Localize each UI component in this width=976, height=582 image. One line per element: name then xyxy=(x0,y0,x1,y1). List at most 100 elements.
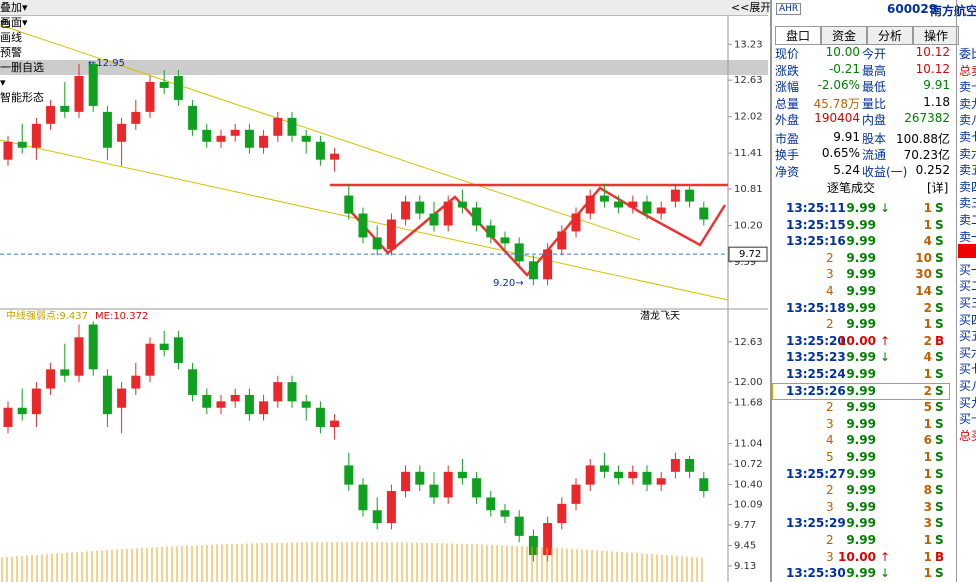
candle-body xyxy=(287,117,297,136)
indicator-label: 中线强弱点:9.437 xyxy=(6,309,88,322)
book-label: 总买 xyxy=(959,428,976,443)
trade-price: 9.99 xyxy=(846,234,876,249)
tab[interactable]: 盘口 xyxy=(775,26,821,45)
candle-body xyxy=(401,201,411,220)
candle-body xyxy=(131,375,141,389)
quote-value: 10.12 xyxy=(915,45,950,59)
quote-label: 换手 xyxy=(775,148,800,162)
candle-body xyxy=(557,231,567,250)
candle-body xyxy=(670,459,680,472)
trade-side: S xyxy=(935,250,944,265)
book-label: 卖六 xyxy=(959,146,976,161)
candle-body xyxy=(429,484,439,498)
quote-value: 0.252 xyxy=(915,162,950,177)
book-label: 卖七 xyxy=(959,130,976,144)
candle-body xyxy=(88,64,98,106)
candle-body xyxy=(571,213,581,232)
book-divider xyxy=(956,0,957,582)
candle-body xyxy=(543,249,553,280)
trade-price: 9.99 xyxy=(846,300,876,315)
trade-price: 9.99 xyxy=(846,250,876,265)
trade-volume: 4 xyxy=(923,350,932,365)
trade-price: 9.99 xyxy=(846,383,876,398)
candle-body xyxy=(685,459,695,472)
trade-time: 2 xyxy=(826,250,834,265)
candle-body xyxy=(188,369,198,395)
toolbar-item[interactable]: 叠加▾ xyxy=(0,1,28,14)
stock-code: 600029 xyxy=(887,2,938,16)
book-label: 买一 xyxy=(959,262,976,277)
candle-body xyxy=(17,407,27,415)
candle-body xyxy=(472,478,482,498)
candle-body xyxy=(628,471,638,479)
candle-body xyxy=(259,401,269,415)
toolbar-item[interactable]: 一删自选 xyxy=(0,60,768,75)
tab[interactable]: 分析 xyxy=(867,26,913,45)
candle-body xyxy=(188,105,198,130)
candle-body xyxy=(401,471,411,492)
trade-volume: 2 xyxy=(923,383,932,398)
quote-label: 收益(一) xyxy=(862,164,908,179)
quote-panel: AHR 600029 南方航空 盘口 资金 分析 操作 现价 10.00 今开 10.12 涨跌 -0.… xyxy=(770,0,976,582)
quote-label: 现价 xyxy=(775,47,800,61)
y-tick-label: 10.72 xyxy=(734,459,763,470)
quote-value: -0.21 xyxy=(828,61,860,76)
trade-side: S xyxy=(935,533,944,547)
quote-label: 外盘 xyxy=(775,113,800,127)
y-tick-label: 10.09 xyxy=(734,499,763,510)
book-label: 卖四 xyxy=(959,179,976,194)
toolbar-item[interactable]: 画面▾ xyxy=(0,16,28,29)
candle-body xyxy=(429,213,439,226)
toolbar-item[interactable]: 智能形态 xyxy=(0,91,44,104)
candle-body xyxy=(60,105,70,112)
trade-side: S xyxy=(935,516,944,531)
candle-body xyxy=(486,225,496,238)
quote-label: 最高 xyxy=(862,63,887,78)
toolbar-item[interactable]: 预警 xyxy=(0,46,22,59)
book-label: 买三 xyxy=(959,296,976,310)
trade-price: 9.99 xyxy=(846,267,876,282)
tab[interactable]: 资金 xyxy=(821,26,867,45)
trade-volume: 1 xyxy=(923,466,932,481)
trade-volume: 1 xyxy=(923,450,932,464)
candle-body xyxy=(344,195,354,214)
candle-body xyxy=(3,141,13,160)
trade-time: 13:25:18 xyxy=(786,300,846,315)
trade-side: S xyxy=(935,217,944,232)
trade-time: 13:25:30 xyxy=(786,566,846,581)
toolbar-item[interactable]: 画线 xyxy=(0,31,22,44)
toolbar-item[interactable]: ▾ xyxy=(0,76,6,89)
trades-title: 逐笔成交 xyxy=(827,181,876,195)
y-tick-label: 13.23 xyxy=(734,39,763,50)
y-tick-label: 12.63 xyxy=(734,337,763,348)
tab[interactable]: 操作 xyxy=(913,26,959,45)
candle-body xyxy=(557,503,567,524)
candle-body xyxy=(3,407,13,427)
trade-time: 5 xyxy=(826,450,834,464)
book-label: 买七 xyxy=(959,362,976,377)
y-tick-label: 12.00 xyxy=(734,377,763,388)
book-label: 卖九 xyxy=(959,96,976,111)
quote-value: 0.65% xyxy=(821,146,860,160)
quote-value: 9.91 xyxy=(923,78,950,92)
trade-price: 10.00 xyxy=(838,549,876,564)
candle-body xyxy=(88,324,98,370)
candle-body xyxy=(642,201,652,214)
book-label: 买十 xyxy=(959,412,976,427)
trade-side: S xyxy=(935,367,944,381)
expand-button[interactable]: <<展开 xyxy=(731,1,772,14)
candle-body xyxy=(31,123,41,148)
candle-body xyxy=(514,516,524,536)
candle-body xyxy=(599,465,609,472)
trade-price: 9.99 xyxy=(846,433,876,448)
quote-label: 总量 xyxy=(775,96,800,111)
trade-side: S xyxy=(935,450,944,464)
quote-value: 1.18 xyxy=(923,94,950,109)
candle-body xyxy=(60,369,70,376)
trade-volume: 5 xyxy=(923,400,932,415)
trades-detail[interactable]: [详] xyxy=(927,181,949,195)
candle-body xyxy=(372,510,382,524)
last-price-box xyxy=(728,246,768,262)
candle-body xyxy=(528,535,538,556)
